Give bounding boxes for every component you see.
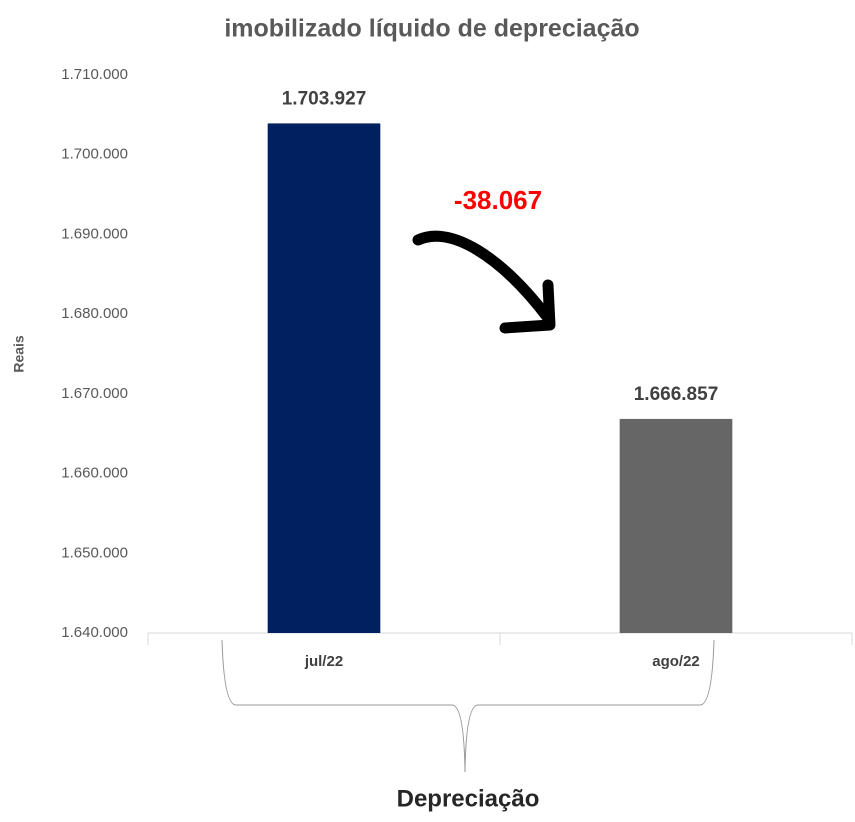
y-axis-label: Reais	[11, 335, 27, 373]
x-axis-label: Depreciação	[397, 785, 540, 812]
y-tick-label: 1.670.000	[61, 385, 128, 402]
arrow-head	[499, 279, 556, 334]
brace	[221, 639, 715, 773]
y-tick-label: 1.680.000	[61, 305, 128, 322]
bar	[267, 123, 381, 633]
x-tick-label: ago/22	[652, 653, 700, 670]
data-label: 1.703.927	[282, 88, 367, 109]
y-tick-label: 1.660.000	[61, 465, 128, 482]
x-tick-label: jul/22	[304, 653, 343, 670]
data-label: 1.666.857	[634, 384, 719, 405]
y-tick-label: 1.690.000	[61, 225, 128, 242]
chart-title: imobilizado líquido de depreciação	[224, 15, 639, 43]
annotation: -38.067	[454, 185, 542, 215]
y-tick-label: 1.640.000	[61, 624, 128, 641]
y-tick-label: 1.700.000	[61, 146, 128, 163]
bar	[619, 418, 733, 633]
y-tick-label: 1.710.000	[61, 66, 128, 83]
y-tick-label: 1.650.000	[61, 544, 128, 561]
arrow	[412, 230, 554, 324]
